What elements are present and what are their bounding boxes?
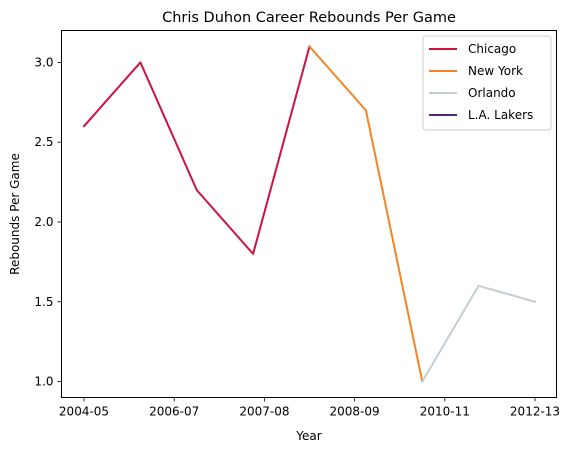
y-tick-label-2: 2.0 xyxy=(34,215,53,229)
x-tick-label-5: 2012-13 xyxy=(510,405,560,419)
series-line-0 xyxy=(82,45,311,255)
legend-label-0: Chicago xyxy=(468,42,516,56)
y-axis-ticks: 1.0 1.5 2.0 2.5 3.0 xyxy=(34,55,62,389)
x-tick-label-2: 2007-08 xyxy=(239,405,289,419)
plot-series xyxy=(82,45,537,383)
x-tick-label-4: 2010-11 xyxy=(420,405,470,419)
series-line-2 xyxy=(420,284,537,383)
chart-title: Chris Duhon Career Rebounds Per Game xyxy=(162,10,456,26)
x-tick-label-1: 2006-07 xyxy=(149,405,199,419)
legend-label-2: Orlando xyxy=(468,86,516,100)
plot-frame xyxy=(61,30,557,398)
x-tick-label-0: 2004-05 xyxy=(59,405,109,419)
legend-box xyxy=(422,35,552,131)
x-axis-label: Year xyxy=(295,429,321,443)
x-axis-ticks: 2004-05 2006-07 2007-08 2008-09 2010-11 2012-… xyxy=(59,397,560,419)
legend-label-1: New York xyxy=(468,64,523,78)
series-line-1 xyxy=(308,45,424,383)
y-axis-label: Rebounds Per Game xyxy=(8,153,22,275)
legend: Chicago New York Orlando L.A. Lakers xyxy=(422,35,552,131)
legend-label-3: L.A. Lakers xyxy=(468,108,533,122)
y-tick-label-1: 1.5 xyxy=(34,295,53,309)
y-tick-label-0: 1.0 xyxy=(34,375,53,389)
y-tick-label-3: 2.5 xyxy=(34,135,53,149)
x-tick-label-3: 2008-09 xyxy=(330,405,380,419)
y-tick-label-4: 3.0 xyxy=(34,55,53,69)
